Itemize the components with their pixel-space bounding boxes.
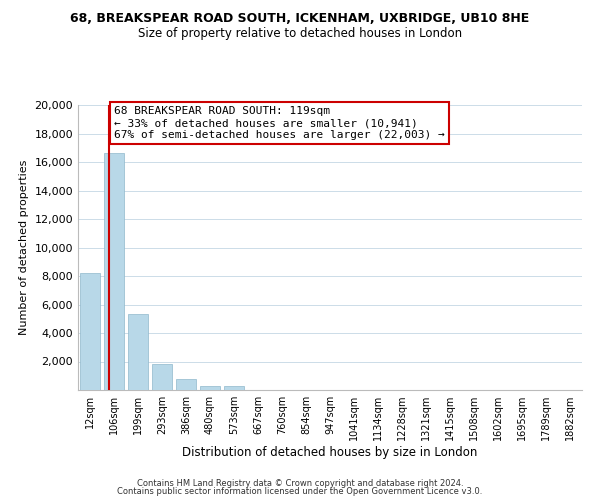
Bar	[128, 314, 148, 390]
Bar	[80, 273, 100, 390]
Bar	[176, 380, 196, 390]
Text: 68 BREAKSPEAR ROAD SOUTH: 119sqm
← 33% of detached houses are smaller (10,941)
6: 68 BREAKSPEAR ROAD SOUTH: 119sqm ← 33% o…	[114, 106, 445, 140]
Bar	[224, 386, 244, 390]
Text: Size of property relative to detached houses in London: Size of property relative to detached ho…	[138, 28, 462, 40]
Bar	[104, 154, 124, 390]
Text: Contains public sector information licensed under the Open Government Licence v3: Contains public sector information licen…	[118, 487, 482, 496]
Text: Contains HM Land Registry data © Crown copyright and database right 2024.: Contains HM Land Registry data © Crown c…	[137, 478, 463, 488]
X-axis label: Distribution of detached houses by size in London: Distribution of detached houses by size …	[182, 446, 478, 459]
Text: 68, BREAKSPEAR ROAD SOUTH, ICKENHAM, UXBRIDGE, UB10 8HE: 68, BREAKSPEAR ROAD SOUTH, ICKENHAM, UXB…	[70, 12, 530, 26]
Bar	[152, 364, 172, 390]
Y-axis label: Number of detached properties: Number of detached properties	[19, 160, 29, 335]
Bar	[200, 386, 220, 390]
